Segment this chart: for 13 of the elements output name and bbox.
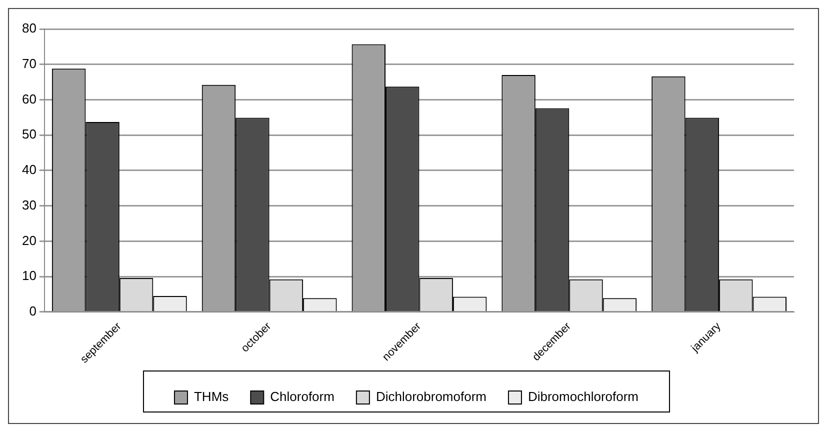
y-tick-label: 60	[22, 91, 36, 106]
legend-label: THMs	[194, 389, 230, 404]
y-tick-label: 70	[22, 56, 36, 71]
legend-label: Dichlorobromoform	[376, 389, 486, 404]
y-tick-label: 10	[22, 268, 36, 284]
legend-label: Dibromochloroform	[528, 389, 639, 404]
legend-label: Chloroform	[270, 389, 334, 404]
y-tick-label: 50	[22, 126, 36, 142]
y-tick-label: 40	[22, 162, 36, 178]
y-tick-label: 30	[22, 197, 36, 212]
y-tick-label: 0	[29, 303, 36, 318]
y-tick-label: 20	[22, 232, 36, 248]
y-tick-label: 80	[22, 20, 36, 36]
